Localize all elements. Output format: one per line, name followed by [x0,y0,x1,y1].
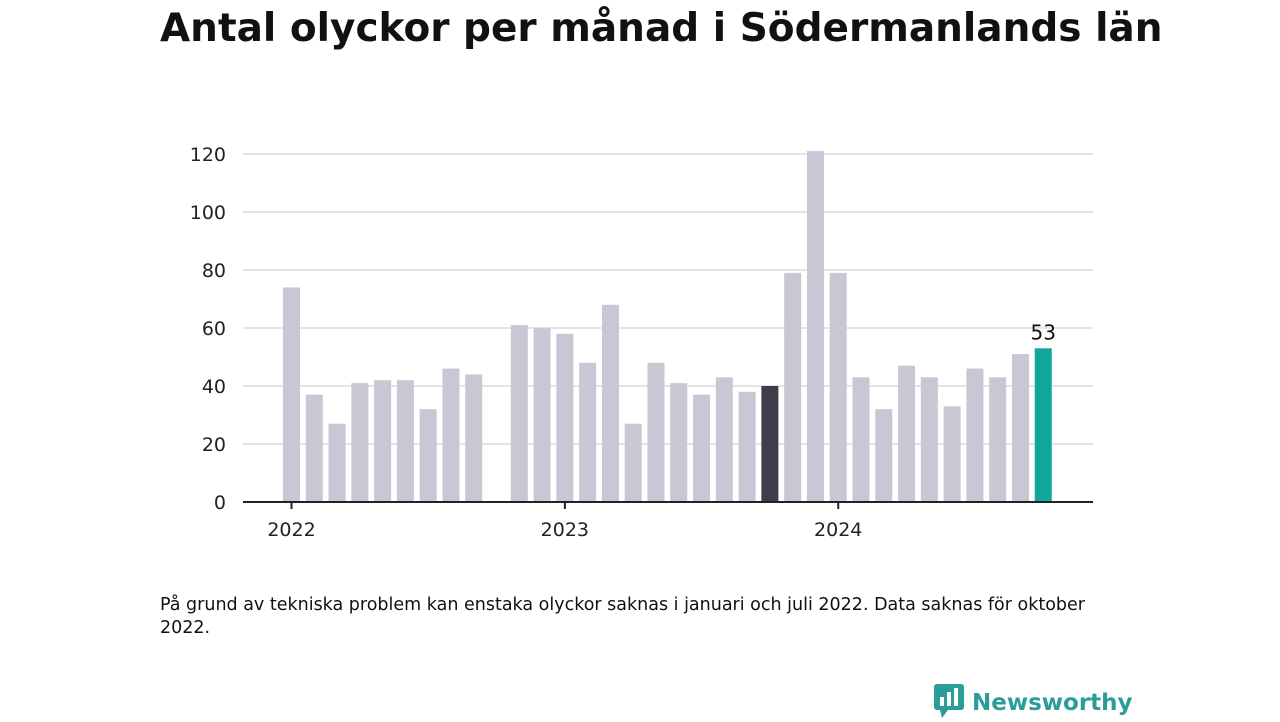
bar [533,328,551,502]
bar-chart: 0 20 40 60 80 100 120 2022 2023 2024 53 [190,144,1093,541]
x-tick-label: 2023 [541,519,589,541]
brand-name: Newsworthy [972,690,1133,716]
bar [989,377,1007,502]
bar [693,394,711,502]
footnote: På grund av tekniska problem kan enstaka… [160,595,1085,638]
bar [966,368,984,502]
bar [442,368,460,502]
bar [465,374,483,502]
bar [419,409,437,502]
labels: 0 20 40 60 80 100 120 2022 2023 2024 53 [190,144,1056,541]
bar [784,272,802,502]
x-tick-label: 2022 [267,519,315,541]
y-tick-label: 20 [202,434,226,456]
chart-speech-bubble-icon [934,684,964,722]
y-tick-label: 0 [214,492,226,514]
x-tick-label: 2024 [814,519,862,541]
y-tick-label: 60 [202,318,226,340]
bar [943,406,961,502]
bar [875,409,893,502]
bar [351,383,369,502]
y-tick-label: 80 [202,260,226,282]
bar [852,377,870,502]
bar [510,325,528,502]
bar [1034,348,1052,502]
bar [670,383,688,502]
bar [374,380,392,502]
bar [601,304,619,502]
bar [829,272,847,502]
y-tick-label: 100 [190,202,226,224]
bar [898,365,916,502]
bar [806,151,824,502]
chart-title: Antal olyckor per månad i Södermanlands … [160,6,1163,51]
bar [920,377,938,502]
x-axis [243,501,1093,509]
y-tick-label: 40 [202,376,226,398]
bar [328,423,346,502]
bar [647,362,665,502]
bar [761,386,779,502]
bar [283,287,300,502]
bar [624,423,642,502]
bar [305,394,323,502]
brand-logo: Newsworthy [934,684,1133,722]
bar [1011,354,1029,502]
bar [579,362,597,502]
y-tick-label: 120 [190,144,226,166]
gridlines [243,153,1093,445]
bars [283,151,1052,502]
bar [556,333,574,502]
bar-value-label: 53 [1031,320,1056,344]
bar [396,380,414,502]
bar [715,377,733,502]
bar [738,391,756,502]
